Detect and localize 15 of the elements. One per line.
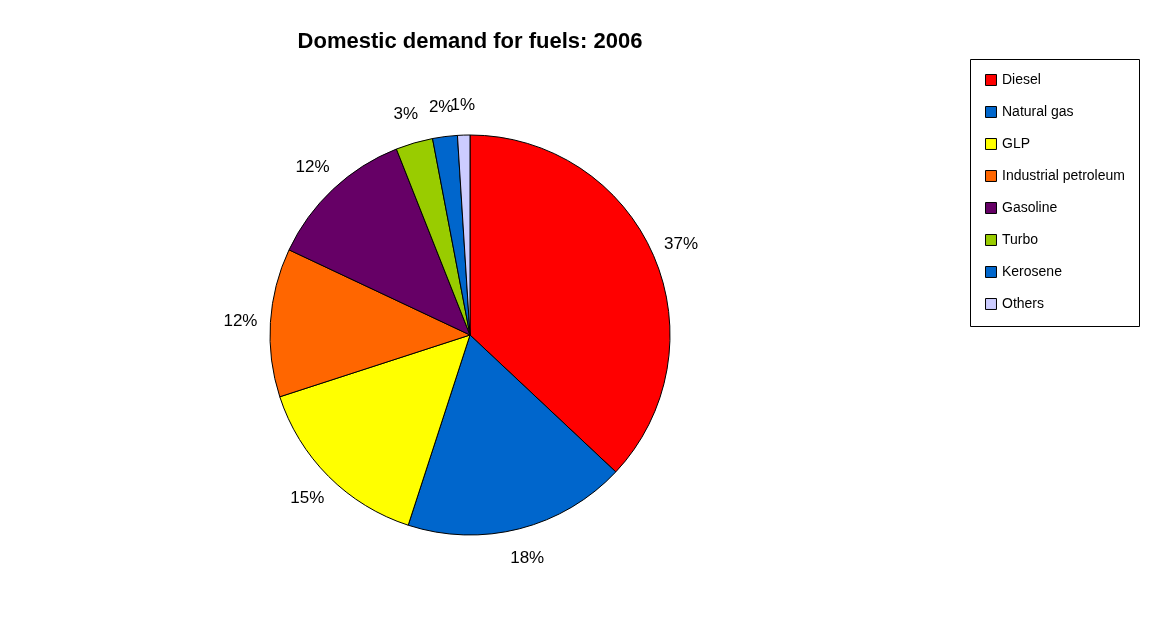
data-label: 15%: [290, 487, 325, 507]
data-label: 18%: [510, 547, 545, 567]
legend-label: Others: [1002, 295, 1045, 311]
data-label: 3%: [393, 104, 419, 124]
data-label: 12%: [295, 157, 330, 177]
legend-label: Industrial petroleum: [1002, 167, 1125, 183]
data-label: 12%: [223, 310, 258, 330]
chart-title: Domestic demand for fuels: 2006: [297, 28, 643, 53]
legend-label: GLP: [1002, 135, 1031, 151]
legend-label: Gasoline: [1002, 199, 1058, 215]
legend-label: Diesel: [1002, 71, 1041, 87]
legend-label: Kerosene: [1002, 263, 1063, 279]
data-label: 37%: [664, 233, 699, 253]
legend-label: Turbo: [1002, 231, 1039, 247]
legend-label: Natural gas: [1002, 103, 1074, 119]
